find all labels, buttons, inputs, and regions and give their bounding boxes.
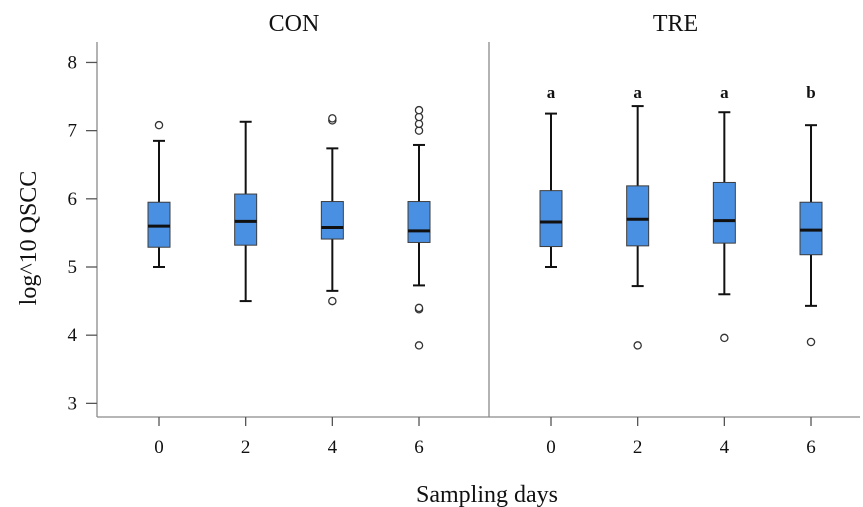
outlier-point: [414, 126, 424, 135]
x-tick-label: 0: [546, 437, 556, 458]
outlier-point: [414, 105, 424, 115]
outlier-point: [414, 303, 424, 313]
outlier-point: [154, 120, 164, 130]
y-tick-label: 7: [68, 121, 78, 142]
x-tick-label: 6: [806, 437, 816, 458]
outlier-point: [414, 119, 424, 129]
panel-title: TRE: [653, 11, 698, 37]
outlier-point: [328, 296, 337, 306]
panel-title: CON: [269, 11, 320, 37]
x-tick-label: 0: [154, 437, 164, 458]
x-tick-label: 2: [241, 437, 251, 458]
box: [320, 201, 344, 240]
outlier-point: [328, 114, 337, 123]
significance-letter: b: [806, 83, 815, 102]
significance-letter: a: [547, 83, 556, 102]
box: [799, 201, 823, 256]
box: [234, 193, 258, 246]
box: [407, 201, 431, 243]
y-tick-label: 5: [68, 257, 78, 278]
outlier-point: [414, 341, 424, 350]
significance-letter: a: [720, 83, 729, 102]
y-tick-label: 8: [68, 52, 78, 73]
x-axis-title: Sampling days: [416, 482, 558, 507]
plot-area: 3 4 5 6 7 8 CON 0 2 4 6 TRE 0 a 2 a 4 a 6 b: [68, 11, 860, 458]
box: [539, 190, 563, 248]
outlier-point: [720, 333, 729, 343]
outlier-point: [414, 112, 424, 122]
outlier-point: [633, 341, 642, 350]
y-axis-title: log^10 QSCC: [16, 171, 42, 306]
x-tick-label: 2: [633, 437, 643, 458]
box: [626, 185, 650, 247]
box: [712, 181, 736, 244]
x-tick-label: 4: [328, 437, 338, 458]
y-tick-label: 6: [68, 189, 78, 210]
y-tick-label: 3: [68, 393, 78, 414]
y-tick-label: 4: [68, 325, 78, 346]
x-tick-label: 6: [414, 437, 424, 458]
significance-letter: a: [633, 83, 642, 102]
x-tick-label: 4: [720, 437, 730, 458]
outlier-point: [806, 337, 816, 347]
